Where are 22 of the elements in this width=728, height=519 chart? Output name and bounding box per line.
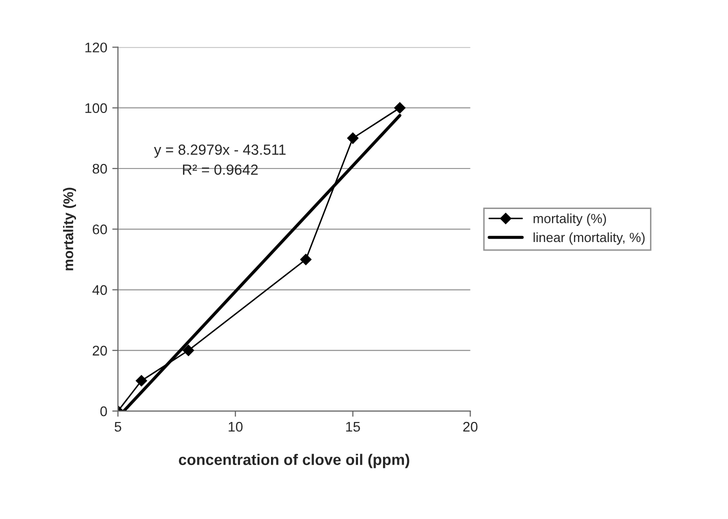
x-tick-label: 20	[463, 422, 478, 432]
y-tick-label: 20	[92, 346, 107, 356]
annotation: y = 8.2979x - 43.511	[154, 144, 286, 158]
legend-label: linear (mortality, %)	[534, 232, 645, 245]
point	[182, 344, 194, 356]
x-tick-label: 5	[114, 422, 122, 432]
y-tick-label: 60	[92, 224, 107, 234]
y-tick-label: 0	[100, 406, 107, 416]
y-tick-label: 100	[85, 103, 107, 114]
point	[300, 254, 312, 266]
point	[394, 102, 406, 114]
y-tick-label: 120	[85, 42, 107, 52]
y-tick-label: 40	[92, 285, 107, 295]
x-tick-label: 15	[346, 422, 360, 432]
point	[136, 375, 148, 386]
y-axis-title: mortality (%)	[63, 188, 76, 270]
annotation: R² = 0.9642	[183, 164, 258, 175]
legend-label: mortality (%)	[534, 214, 606, 226]
point	[347, 132, 358, 144]
x-axis-title: concentration of clove oil (ppm)	[178, 454, 410, 468]
y-tick-label: 80	[92, 164, 107, 174]
x-tick-label: 10	[228, 422, 243, 432]
